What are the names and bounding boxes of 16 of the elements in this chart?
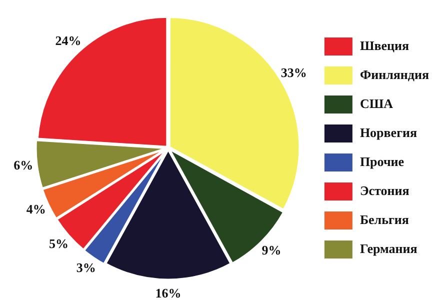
data-label: 6%	[14, 158, 34, 173]
data-label: 9%	[262, 242, 282, 258]
data-label: 3%	[76, 260, 96, 276]
legend-label: Эстония	[360, 182, 410, 198]
data-label: 16%	[155, 285, 182, 300]
legend-label: Бельгия	[360, 212, 409, 227]
legend-label: Швеция	[360, 38, 410, 53]
legend-label: США	[360, 96, 394, 111]
legend-label: Германия	[360, 240, 418, 256]
data-label: 33%	[280, 65, 307, 80]
data-label: 4%	[26, 202, 46, 217]
legend-label: Прочие	[360, 154, 404, 169]
legend-label: Финляндия	[360, 66, 429, 82]
data-label: 24%	[55, 32, 82, 48]
legend-label: Норвегия	[360, 124, 417, 140]
data-label: 5%	[48, 236, 68, 251]
